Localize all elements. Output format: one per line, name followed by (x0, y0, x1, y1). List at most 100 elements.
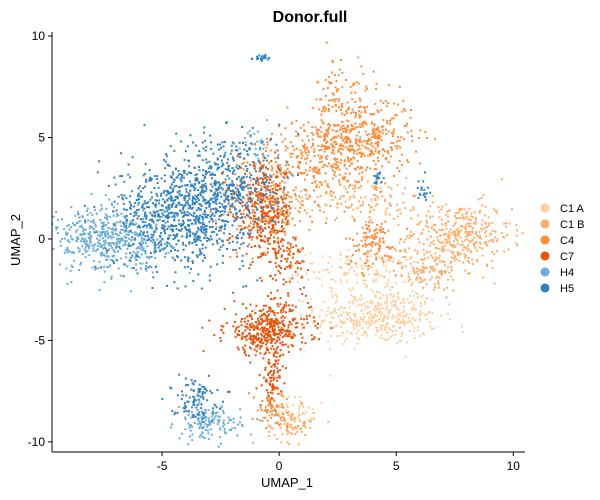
data-point (52, 215, 55, 218)
data-point (378, 136, 381, 139)
data-point (250, 337, 253, 340)
data-point (359, 126, 362, 128)
data-point (99, 243, 102, 246)
data-point (244, 204, 246, 207)
data-point (277, 264, 280, 267)
data-point (141, 218, 144, 221)
data-point (170, 204, 173, 207)
data-point (349, 259, 352, 262)
data-point (301, 300, 304, 303)
data-point (459, 236, 462, 239)
data-point (268, 382, 271, 385)
data-point (415, 278, 418, 281)
data-point (274, 319, 277, 322)
data-point (375, 186, 378, 189)
data-point (358, 147, 361, 150)
data-point (189, 435, 191, 438)
data-point (278, 329, 280, 332)
data-point (235, 191, 237, 194)
data-point (267, 424, 270, 427)
data-point (360, 298, 363, 301)
data-point (261, 216, 263, 218)
data-point (296, 267, 299, 270)
data-point (312, 417, 315, 420)
data-point (267, 198, 270, 201)
data-point (170, 205, 173, 208)
data-point (344, 307, 347, 309)
data-point (416, 252, 419, 255)
data-point (360, 155, 363, 158)
data-point (105, 258, 107, 261)
data-point (142, 249, 145, 252)
data-point (129, 260, 132, 263)
data-point (364, 107, 366, 110)
data-point (248, 332, 251, 335)
data-point (264, 351, 267, 354)
data-point (107, 226, 110, 229)
data-point (297, 134, 300, 137)
data-point (334, 219, 337, 221)
data-point (395, 147, 398, 150)
data-point (447, 278, 450, 281)
data-point (276, 237, 279, 240)
data-point (368, 203, 371, 206)
data-point (298, 167, 301, 169)
data-point (168, 242, 171, 245)
data-point (278, 332, 281, 335)
data-point (449, 243, 452, 246)
data-point (112, 236, 115, 239)
data-point (307, 121, 310, 124)
data-point (378, 311, 381, 314)
data-point (276, 404, 279, 407)
data-point (273, 210, 276, 212)
data-point (246, 327, 249, 330)
data-point (353, 244, 356, 247)
data-point (374, 103, 377, 105)
data-point (369, 249, 372, 252)
data-point (266, 176, 269, 179)
data-point (351, 125, 354, 128)
data-point (346, 179, 349, 182)
data-point (376, 290, 378, 293)
data-point (223, 140, 226, 143)
data-point (167, 205, 170, 208)
data-point (112, 260, 115, 263)
data-point (349, 205, 352, 208)
data-point (296, 416, 299, 419)
data-point (212, 207, 215, 210)
data-point (340, 135, 343, 138)
data-point (152, 234, 155, 237)
data-point (186, 211, 189, 213)
data-point (273, 414, 276, 417)
data-point (271, 204, 274, 207)
data-point (253, 336, 256, 339)
data-point (276, 230, 279, 233)
data-point (365, 332, 368, 335)
data-point (393, 102, 396, 105)
data-point (242, 168, 245, 171)
data-point (313, 201, 316, 204)
data-point (265, 408, 268, 411)
data-point (355, 245, 358, 248)
data-point (269, 379, 272, 382)
data-point (435, 287, 438, 290)
data-point (367, 306, 370, 309)
data-point (189, 219, 192, 222)
data-point (138, 185, 141, 188)
data-point (284, 367, 287, 370)
data-point (362, 106, 365, 109)
data-point (450, 232, 453, 235)
data-point (374, 305, 377, 308)
data-point (257, 161, 260, 164)
data-point (481, 247, 484, 250)
data-point (501, 178, 503, 181)
data-point (74, 214, 77, 217)
data-point (152, 220, 155, 223)
data-point (331, 92, 334, 95)
data-point (260, 231, 263, 234)
data-point (92, 260, 95, 263)
data-point (282, 319, 285, 322)
data-point (172, 173, 175, 176)
data-point (306, 197, 309, 200)
data-point (371, 221, 374, 224)
